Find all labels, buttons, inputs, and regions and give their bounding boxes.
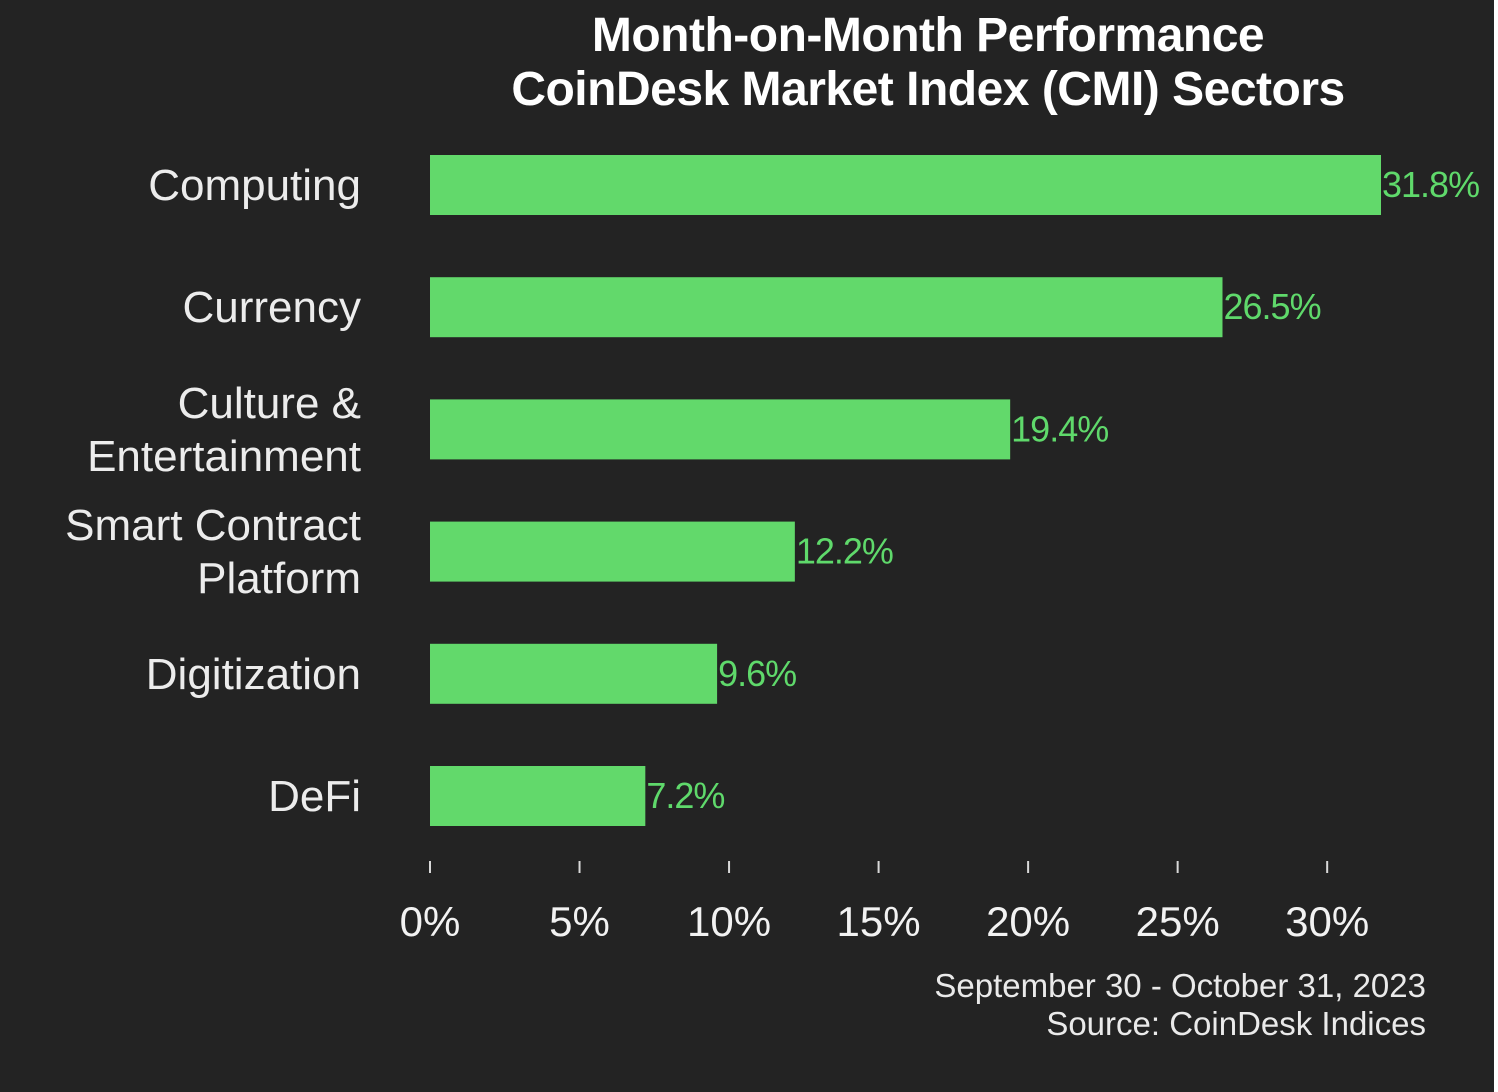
category-label: DeFi	[268, 772, 361, 821]
x-tick-label: 5%	[549, 898, 610, 945]
date-range-note: September 30 - October 31, 2023	[934, 967, 1426, 1004]
x-tick-label: 25%	[1136, 898, 1220, 945]
value-label: 7.2%	[646, 775, 724, 816]
category-label: Currency	[183, 283, 362, 332]
x-tick-label: 20%	[986, 898, 1070, 945]
value-label: 12.2%	[796, 531, 893, 572]
bar	[430, 277, 1223, 338]
bar	[430, 399, 1011, 460]
category-label: Culture &	[178, 379, 361, 428]
x-tick-label: 0%	[400, 898, 461, 945]
x-tick-label: 30%	[1285, 898, 1369, 945]
x-tick-label: 10%	[687, 898, 771, 945]
bar	[430, 521, 795, 582]
chart-subtitle: CoinDesk Market Index (CMI) Sectors	[511, 63, 1345, 116]
chart-title: Month-on-Month Performance	[591, 9, 1265, 62]
category-label: Platform	[197, 554, 361, 603]
x-tick-label: 15%	[837, 898, 921, 945]
value-label: 19.4%	[1011, 408, 1108, 449]
category-label: Digitization	[146, 650, 361, 699]
bar	[430, 643, 718, 704]
category-label: Computing	[148, 161, 361, 210]
category-label: Smart Contract	[65, 501, 361, 550]
category-label: Entertainment	[87, 432, 361, 481]
bar	[430, 155, 1381, 215]
value-label: 31.8%	[1382, 164, 1479, 205]
bar	[430, 766, 646, 826]
source-note: Source: CoinDesk Indices	[1046, 1005, 1426, 1042]
value-label: 26.5%	[1224, 286, 1321, 327]
value-label: 9.6%	[718, 653, 796, 694]
